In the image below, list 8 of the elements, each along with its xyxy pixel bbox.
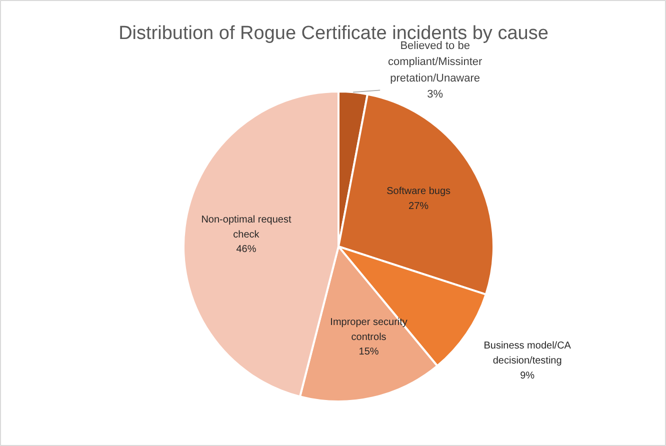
- data-label: 27%: [408, 201, 429, 212]
- data-label: 46%: [236, 244, 256, 256]
- slice-label: Software bugs: [386, 186, 451, 198]
- data-label: 3%: [427, 88, 444, 100]
- data-label: 15%: [358, 346, 379, 358]
- slice-label: Non-optimal request check: [201, 214, 292, 240]
- data-label: 9%: [520, 370, 535, 382]
- slice-label: Business model/CA decision/testing: [484, 340, 572, 367]
